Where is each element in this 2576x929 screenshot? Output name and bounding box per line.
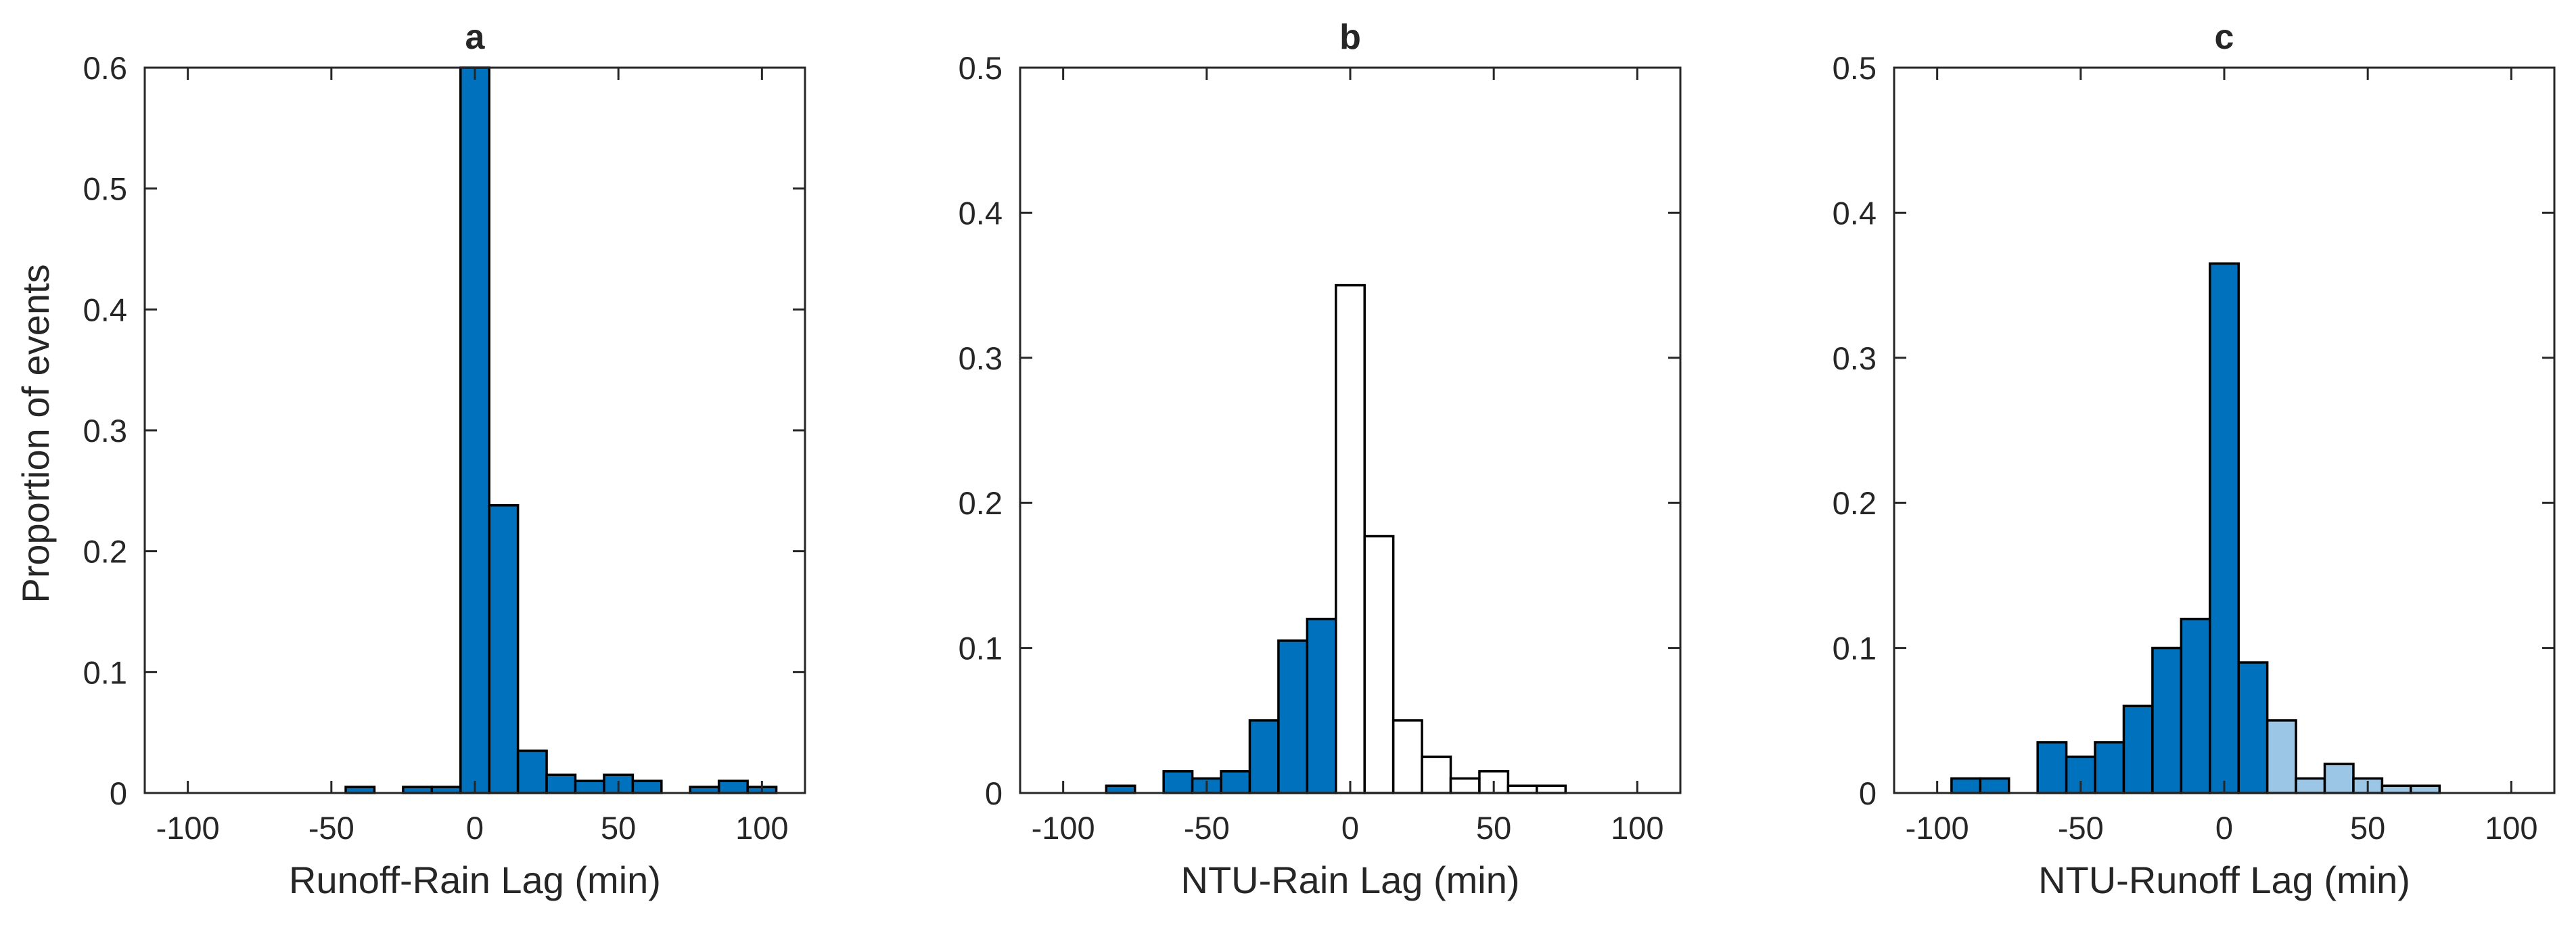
histogram-bar bbox=[1162, 770, 1194, 794]
x-tick-label: 0 bbox=[2215, 810, 2233, 846]
y-tick-label: 0 bbox=[985, 775, 1003, 811]
histogram-bar bbox=[2122, 704, 2154, 794]
y-tick-label: 0.5 bbox=[959, 50, 1003, 86]
panel-title: b bbox=[1339, 18, 1361, 57]
y-tick-label: 0.1 bbox=[1833, 631, 1877, 666]
histogram-bar bbox=[2036, 741, 2068, 794]
histogram-bar bbox=[2151, 646, 2183, 794]
x-axis-label: NTU-Runoff Lag (min) bbox=[2038, 859, 2410, 901]
histogram-bar bbox=[1536, 784, 1567, 794]
panel-title: c bbox=[2215, 18, 2234, 57]
histogram-bar bbox=[1506, 784, 1538, 794]
x-tick-label: -50 bbox=[2058, 810, 2104, 846]
histogram-bar bbox=[2094, 741, 2125, 794]
histogram-bar bbox=[2380, 784, 2412, 794]
x-tick-label: -100 bbox=[1032, 810, 1095, 846]
histogram-bar bbox=[1950, 777, 1982, 794]
x-tick-label: -100 bbox=[1906, 810, 1969, 846]
y-tick-label: 0 bbox=[1859, 775, 1877, 811]
histogram-bar bbox=[1248, 719, 1280, 794]
histogram-bar bbox=[1220, 770, 1251, 794]
x-tick-label: -50 bbox=[1184, 810, 1230, 846]
x-tick-label: -50 bbox=[308, 810, 354, 846]
x-axis-label: NTU-Rain Lag (min) bbox=[1181, 859, 1520, 901]
histogram-bar bbox=[1306, 617, 1337, 794]
histogram-bar bbox=[1363, 535, 1395, 794]
x-tick-label: 50 bbox=[601, 810, 636, 846]
y-tick-label: 0.3 bbox=[959, 340, 1003, 376]
histogram-bar bbox=[574, 779, 605, 794]
histogram-bar bbox=[1449, 777, 1481, 794]
y-tick-label: 0 bbox=[110, 775, 127, 811]
y-tick-label: 0.3 bbox=[1833, 340, 1877, 376]
x-tick-label: 0 bbox=[466, 810, 484, 846]
y-axis-label: Proportion of events bbox=[14, 264, 57, 603]
y-tick-label: 0.2 bbox=[959, 485, 1003, 521]
y-tick-label: 0.1 bbox=[959, 631, 1003, 666]
panel-a: -100 -50 0 50 100 0 0.1 0.2 0.3 0.4 0.5 0.6 a Runoff-… bbox=[14, 18, 806, 901]
y-tick-label: 0.5 bbox=[1833, 50, 1877, 86]
histogram-bar bbox=[1105, 784, 1136, 794]
x-tick-label: 100 bbox=[1611, 810, 1663, 846]
histogram-bar bbox=[2209, 262, 2240, 794]
histogram-bar bbox=[2410, 784, 2441, 794]
histogram-bar bbox=[2295, 777, 2326, 794]
histogram-bar bbox=[2266, 719, 2297, 794]
x-tick-label: 50 bbox=[2350, 810, 2385, 846]
y-tick-label: 0.4 bbox=[959, 195, 1003, 231]
y-tick-label: 0.1 bbox=[83, 654, 127, 690]
histogram-bar bbox=[2323, 763, 2355, 794]
histogram-bar bbox=[1277, 639, 1309, 794]
histogram-bar bbox=[459, 66, 490, 794]
histogram-bar bbox=[2180, 617, 2211, 794]
histogram-bar bbox=[488, 504, 520, 794]
histogram-bar bbox=[631, 779, 663, 794]
histogram-bar bbox=[516, 749, 548, 794]
y-tick-label: 0.6 bbox=[83, 50, 127, 86]
x-tick-label: 50 bbox=[1476, 810, 1511, 846]
histogram-bar bbox=[717, 779, 749, 794]
x-tick-label: 100 bbox=[2485, 810, 2537, 846]
histogram-bar bbox=[545, 773, 577, 794]
panel-c: -100 -50 0 50 100 0 0.1 0.2 0.3 0.4 0.5 c NTU-Runoff… bbox=[1833, 18, 2556, 901]
panel-title: a bbox=[465, 18, 486, 57]
histogram-bar bbox=[1392, 719, 1423, 794]
y-tick-label: 0.5 bbox=[83, 171, 127, 207]
x-tick-label: 100 bbox=[735, 810, 788, 846]
y-tick-label: 0.4 bbox=[1833, 195, 1877, 231]
histogram-bar bbox=[2237, 661, 2269, 794]
x-tick-label: -100 bbox=[156, 810, 220, 846]
y-tick-label: 0.3 bbox=[83, 413, 127, 449]
y-tick-label: 0.4 bbox=[83, 292, 127, 327]
y-tick-label: 0.2 bbox=[83, 534, 127, 570]
histogram-bar bbox=[1335, 284, 1366, 794]
histogram-bar bbox=[1421, 755, 1452, 794]
x-tick-label: 0 bbox=[1341, 810, 1359, 846]
panel-b: -100 -50 0 50 100 0 0.1 0.2 0.3 0.4 0.5 b NTU-Rain L… bbox=[959, 18, 1682, 901]
x-axis-label: Runoff-Rain Lag (min) bbox=[289, 859, 661, 901]
y-tick-label: 0.2 bbox=[1833, 485, 1877, 521]
histogram-bar bbox=[1979, 777, 2010, 794]
